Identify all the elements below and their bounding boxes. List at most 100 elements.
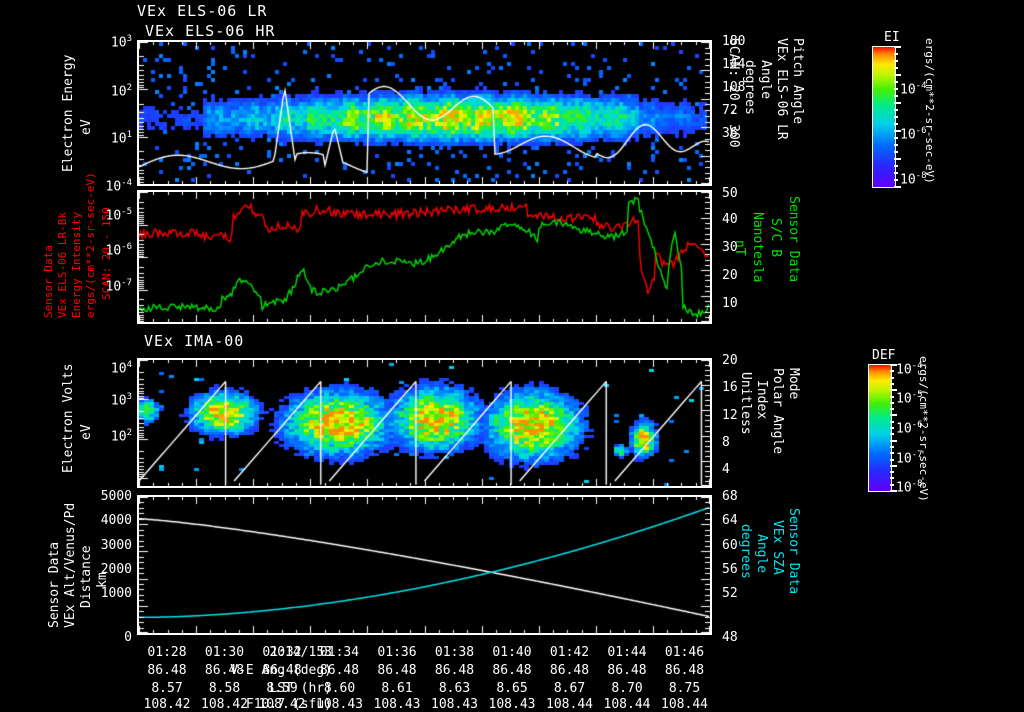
table-row-label: V-E Ang (deg) — [230, 663, 332, 678]
colorbar-minor-tick — [894, 123, 898, 125]
table-cell-f107: 108.43 — [431, 697, 478, 712]
table-cell-lst: 8.61 — [381, 681, 413, 696]
tick-label: 10-6 — [105, 242, 133, 259]
panel2-right-label-nanotesla: Nanotesla — [750, 212, 834, 282]
panel2-left-label-1: Sensor Data — [42, 245, 55, 318]
tick-label: 4 — [722, 462, 730, 477]
colorbar-minor-tick — [894, 130, 901, 132]
panel4-plot-altitude-sza[interactable] — [137, 495, 712, 635]
tick-label: 2000 — [100, 562, 132, 577]
colorbar-el — [872, 46, 896, 188]
panel4-left-label-distance: Distance — [79, 545, 143, 621]
tick-label: 5000 — [100, 489, 132, 504]
panel1-right-label-2: VEx ELS-06 LR — [774, 38, 789, 140]
colorbar-minor-tick — [894, 88, 898, 90]
tick-label: 10-4 — [900, 81, 927, 98]
table-cell-time: 01:34 — [319, 645, 360, 660]
table-cell-lst: 8.75 — [668, 681, 701, 696]
tick-label: 52 — [722, 586, 738, 601]
tick-label: 50 — [722, 186, 738, 201]
tick-label: 104 — [110, 360, 132, 377]
panel4-left-label-1: Sensor Data — [47, 541, 62, 628]
panel1-plot-spectrogram[interactable] — [137, 40, 712, 186]
panel2-left-label-scan: SCAN: 20 - 150 — [100, 207, 193, 313]
panel1-left-axis-units: eV — [79, 119, 96, 148]
tick-label: 102 — [110, 83, 132, 100]
colorbar-el-unit-text: ergs/(cm**2-sr-sec-eV) — [923, 38, 936, 184]
colorbar-minor-tick — [890, 433, 894, 436]
colorbar-minor-tick — [894, 116, 898, 118]
tick-label: 1000 — [100, 586, 132, 601]
colorbar-minor-tick — [894, 151, 898, 153]
colorbar-minor-tick — [890, 389, 897, 392]
panel3-right-label-4: Unitless — [738, 372, 753, 435]
tick-label: 103 — [110, 392, 132, 409]
panel3-right-label-unitless: Unitless — [738, 372, 815, 435]
colorbar-minor-tick — [894, 81, 898, 83]
colorbar-minor-tick — [890, 452, 894, 455]
colorbar-minor-tick — [894, 165, 898, 167]
tick-label: 16 — [722, 380, 738, 395]
tick-label: 103 — [110, 34, 132, 51]
table-cell-time: 01:38 — [434, 645, 475, 660]
table-cell-f107: 108.43 — [316, 697, 363, 712]
tick-label: 56 — [722, 562, 738, 577]
table-row-label: LST (hr) — [269, 681, 332, 696]
panel3-left-units-label: eV — [79, 424, 94, 440]
colorbar-minor-tick — [890, 458, 894, 461]
panel2-plot-intensity-bfield[interactable] — [137, 190, 712, 324]
panel1-title-hr: VEx ELS-06 HR — [145, 22, 276, 40]
colorbar-minor-tick — [894, 46, 901, 48]
table-cell-time: 01:30 — [204, 645, 245, 660]
colorbar-minor-tick — [890, 408, 894, 411]
panel2-left-label-3: Energy Intensity — [70, 212, 83, 318]
table-cell-lst: 8.70 — [611, 681, 643, 696]
panel4-left-label-2: VEx Alt/Venus/Pd — [63, 502, 78, 628]
colorbar-minor-tick — [890, 427, 894, 429]
table-cell-lst: 8.57 — [151, 681, 183, 696]
tick-label: 10-6 — [896, 420, 923, 437]
colorbar-minor-tick — [890, 445, 894, 448]
panel3-plot-ima-spectrogram[interactable] — [137, 358, 712, 488]
tick-label: 30 — [722, 240, 738, 255]
tick-label: 4000 — [100, 513, 132, 528]
table-cell-time: 01:42 — [549, 645, 590, 660]
table-cell-lst: 8.58 — [208, 681, 241, 696]
table-cell-ve_ang: 86.48 — [434, 663, 475, 678]
panel2-right-label-sensordata: Sensor Data — [786, 196, 886, 282]
tick-label: 60 — [722, 538, 738, 553]
panel1-right-title-scan: SCAN: 20 - 300 — [726, 38, 850, 148]
table-cell-ve_ang: 86.48 — [607, 663, 647, 678]
table-cell-time: 01:36 — [377, 645, 417, 660]
tick-label: 180 — [722, 34, 746, 49]
colorbar-minor-tick — [894, 186, 901, 188]
colorbar-minor-tick — [894, 60, 898, 62]
table-cell-f107: 108.44 — [603, 697, 651, 712]
tick-label: 108 — [722, 80, 746, 95]
tick-label: 10-5 — [896, 389, 923, 407]
tick-label: 10-5 — [105, 207, 133, 224]
panel3-title: VEx IMA-00 — [144, 332, 245, 350]
colorbar-minor-tick — [890, 401, 894, 404]
tick-label: 10-7 — [105, 278, 133, 295]
colorbar-minor-tick — [894, 109, 898, 111]
panel1-left-axis-label: Electron Energy — [61, 54, 76, 172]
colorbar-minor-tick — [890, 364, 897, 366]
table-cell-f107: 108.44 — [546, 697, 593, 712]
panel3-left-axis-title: Electron Volts — [61, 363, 172, 486]
tick-label: 0 — [124, 630, 132, 645]
colorbar-minor-tick — [890, 414, 897, 417]
tick-label: 144 — [722, 57, 746, 72]
tick-label: 10-4 — [105, 178, 133, 195]
panel2-left-label-2: VEx ELS-06 LR-Bk — [56, 212, 69, 318]
colorbar-minor-tick — [894, 137, 898, 139]
colorbar-def-unit-label: ergs/(cm**2-sr-sec-eV) — [917, 356, 1024, 502]
tick-label: 10-8 — [900, 170, 927, 187]
panel3-right-label-3: Index — [754, 380, 769, 420]
tick-label: 8 — [722, 435, 730, 450]
table-cell-ve_ang: 86.48 — [549, 663, 590, 678]
tick-label: 68 — [722, 489, 738, 504]
tick-label: 10-7 — [896, 449, 923, 466]
tick-label: 20 — [722, 268, 738, 283]
panel1-title-lr: VEx ELS-06 LR — [137, 2, 268, 20]
